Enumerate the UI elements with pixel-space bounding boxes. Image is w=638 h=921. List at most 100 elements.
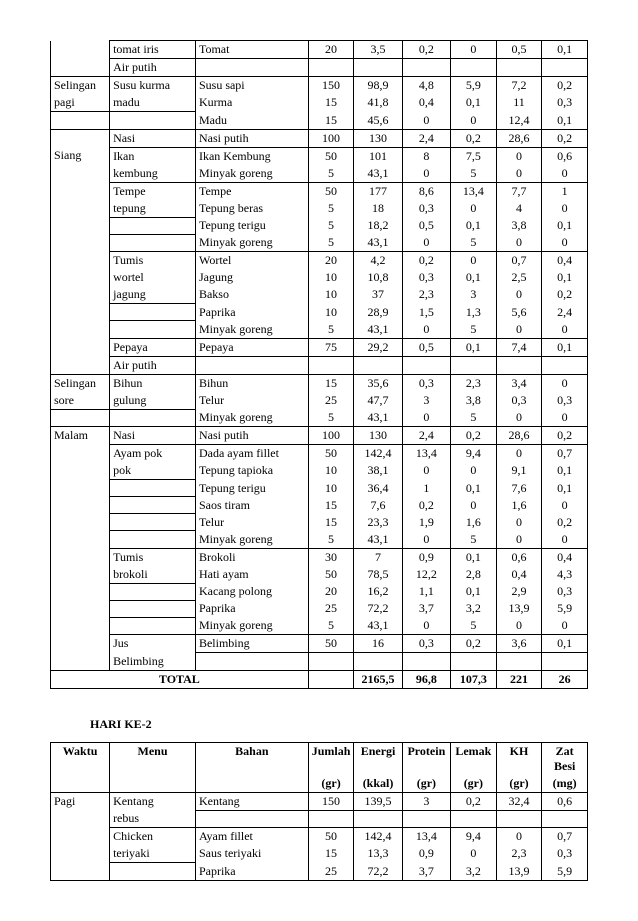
cell [51, 234, 110, 252]
cell [110, 531, 196, 549]
cell: 4,3 [542, 566, 588, 584]
cell: 0 [402, 234, 450, 252]
cell: Hati ayam [195, 566, 308, 584]
cell [51, 165, 110, 183]
cell [51, 304, 110, 321]
cell: 0,4 [542, 252, 588, 270]
cell: 7,6 [496, 480, 542, 497]
cell: 7 [354, 548, 402, 566]
cell: kembung [110, 165, 196, 183]
cell: Jagung [195, 269, 308, 286]
cell: 10 [308, 269, 354, 286]
cell: 0 [542, 165, 588, 183]
cell: 0 [542, 617, 588, 635]
cell: Telur [195, 514, 308, 531]
cell: 3,2 [451, 600, 497, 617]
cell: 3,6 [496, 635, 542, 653]
cell: Belimbing [195, 635, 308, 653]
cell: 0 [451, 200, 497, 218]
cell: 10 [308, 462, 354, 480]
cell: 15 [308, 845, 354, 863]
cell: 1,5 [402, 304, 450, 321]
cell: 15 [308, 374, 354, 392]
cell: 13,4 [402, 445, 450, 463]
cell: 0 [496, 147, 542, 165]
cell: 130 [354, 427, 402, 445]
cell: 1 [542, 182, 588, 200]
cell: 0,1 [542, 217, 588, 234]
cell [51, 497, 110, 514]
cell: Malam [51, 427, 110, 445]
cell: 142,4 [354, 828, 402, 846]
cell: 1 [402, 480, 450, 497]
cell [51, 583, 110, 600]
total-energi: 2165,5 [354, 670, 402, 688]
cell: 16,2 [354, 583, 402, 600]
cell: Nasi [110, 427, 196, 445]
cell: 25 [308, 600, 354, 617]
cell: 0,5 [496, 41, 542, 59]
cell: 20 [308, 41, 354, 59]
cell: 3,2 [451, 863, 497, 881]
cell: 0,1 [451, 94, 497, 112]
cell: 7,6 [354, 497, 402, 514]
cell: Pepaya [195, 338, 308, 356]
table-row: teriyakiSaus teriyaki1513,30,902,30,3 [51, 845, 588, 863]
cell: Minyak goreng [195, 409, 308, 427]
cell [496, 356, 542, 374]
cell: Ayam pok [110, 445, 196, 463]
cell: Chicken [110, 828, 196, 846]
cell: 5 [451, 617, 497, 635]
cell: Brokoli [195, 548, 308, 566]
cell: 43,1 [354, 617, 402, 635]
cell: Nasi putih [195, 427, 308, 445]
table-row: PagiKentangKentang150139,530,232,40,6 [51, 792, 588, 810]
cell [110, 304, 196, 321]
cell: 5 [308, 200, 354, 218]
cell: 13,4 [402, 828, 450, 846]
cell [110, 480, 196, 497]
cell: Belimbing [110, 653, 196, 671]
cell: 7,2 [496, 77, 542, 95]
cell: Telur [195, 392, 308, 410]
cell: 5 [451, 321, 497, 339]
cell: 20 [308, 252, 354, 270]
cell [51, 653, 110, 671]
cell [496, 653, 542, 671]
cell [402, 59, 450, 77]
cell [542, 356, 588, 374]
table-row: Air putih [51, 356, 588, 374]
cell: 0,1 [451, 480, 497, 497]
table-row: Telur1523,31,91,600,2 [51, 514, 588, 531]
cell: 43,1 [354, 409, 402, 427]
cell: 0,1 [451, 583, 497, 600]
cell: 15 [308, 497, 354, 514]
cell: 4,8 [402, 77, 450, 95]
cell: 0,1 [542, 112, 588, 130]
cell: 0,6 [542, 792, 588, 810]
cell: 38,1 [354, 462, 402, 480]
cell: 25 [308, 863, 354, 881]
cell [51, 566, 110, 584]
cell: 5 [308, 217, 354, 234]
cell: 10 [308, 480, 354, 497]
cell: Kentang [195, 792, 308, 810]
table-row: jagungBakso10372,3300,2 [51, 286, 588, 304]
table-row: brokoliHati ayam5078,512,22,80,44,3 [51, 566, 588, 584]
cell: 3,5 [354, 41, 402, 59]
cell: 36,4 [354, 480, 402, 497]
cell: Wortel [195, 252, 308, 270]
cell: Ayam fillet [195, 828, 308, 846]
table-row: Air putih [51, 59, 588, 77]
cell: 0 [402, 165, 450, 183]
cell: 0,1 [542, 269, 588, 286]
cell [308, 59, 354, 77]
cell: 23,3 [354, 514, 402, 531]
cell: 3 [451, 286, 497, 304]
cell: tomat iris [110, 41, 196, 59]
cell: 0,2 [402, 41, 450, 59]
cell: 13,9 [496, 863, 542, 881]
cell: Bakso [195, 286, 308, 304]
cell: Tempe [195, 182, 308, 200]
cell: 25 [308, 392, 354, 410]
